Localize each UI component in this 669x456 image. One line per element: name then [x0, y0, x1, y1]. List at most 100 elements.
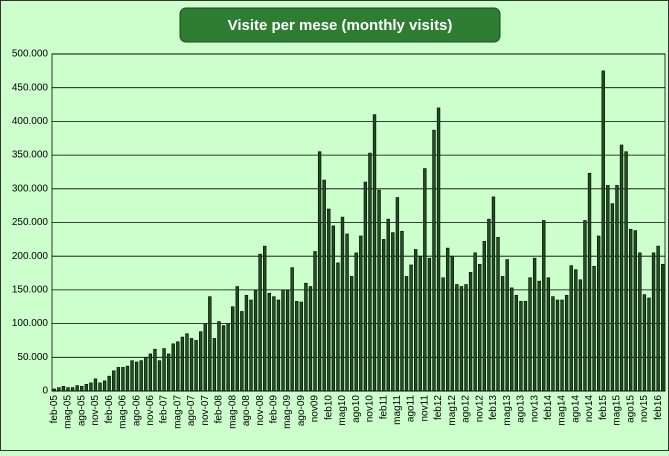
bar [272, 296, 276, 392]
bar [240, 311, 244, 392]
bar [189, 338, 194, 392]
x-tick-label: feb14 [543, 395, 554, 420]
bar [542, 220, 546, 392]
bar [441, 277, 445, 392]
bar [121, 367, 125, 392]
bar [217, 321, 221, 392]
bar [436, 107, 441, 392]
x-tick-label: mag12 [447, 395, 458, 426]
x-tick-label: feb15 [598, 395, 609, 420]
bar [290, 267, 294, 392]
y-tick-label: 450.000 [12, 82, 49, 93]
bar [510, 287, 514, 392]
bar [285, 289, 290, 392]
bar [491, 196, 496, 392]
bar [327, 208, 331, 392]
bar [368, 152, 372, 392]
x-tick-label: feb11 [378, 395, 389, 420]
y-tick-label: 0 [42, 386, 48, 397]
x-tick-label: ago15 [625, 395, 636, 423]
bar [166, 353, 171, 392]
bar [537, 280, 541, 392]
bar [349, 276, 354, 392]
x-tick-label: mag-05 [63, 395, 74, 429]
x-tick-label: nov15 [639, 395, 650, 423]
x-tick-label: mag-09 [282, 395, 293, 429]
bar [84, 383, 88, 392]
bar [372, 114, 377, 392]
bar [249, 299, 253, 392]
x-tick-label: ago-08 [241, 395, 252, 427]
bar [112, 370, 116, 392]
x-tick-label: ago12 [461, 395, 472, 423]
bar [57, 387, 61, 392]
x-tick-label: feb16 [653, 395, 664, 420]
x-tick-label: mag11 [392, 395, 403, 425]
x-tick-label: nov-08 [255, 395, 266, 426]
bar [523, 301, 528, 392]
bar [139, 360, 143, 392]
bar [560, 299, 564, 392]
x-tick-label: feb10 [323, 395, 334, 420]
bar [532, 257, 537, 392]
bar [619, 144, 624, 392]
bar [313, 251, 317, 392]
bar [180, 336, 185, 392]
x-tick-label: ago-07 [186, 395, 197, 427]
bar [276, 299, 281, 392]
title-box [179, 7, 501, 43]
bar [661, 263, 665, 392]
bar [212, 338, 217, 392]
bar [281, 289, 285, 392]
bar [148, 353, 153, 392]
bar [468, 272, 473, 392]
bar [642, 294, 647, 392]
x-tick-label: feb-07 [159, 395, 170, 424]
bar [409, 264, 413, 392]
x-tick-label: nov13 [529, 395, 540, 423]
x-tick-label: ago11 [406, 395, 417, 423]
y-tick-label: 300.000 [12, 183, 49, 194]
bar [414, 249, 418, 392]
bar [400, 230, 404, 392]
bar [208, 296, 212, 392]
x-tick-label: feb-09 [269, 395, 280, 424]
x-tick-label: feb12 [433, 395, 444, 420]
x-tick-label: ago14 [570, 395, 581, 423]
x-tick-label: feb13 [488, 395, 499, 420]
bar [624, 151, 628, 392]
x-tick-label: nov11 [419, 395, 430, 422]
bar [116, 367, 121, 392]
bar [331, 225, 336, 392]
bar [107, 375, 111, 392]
x-tick-label: ago-06 [131, 395, 142, 427]
y-tick-label: 150.000 [12, 285, 49, 296]
y-tick-label: 500.000 [12, 49, 49, 60]
bar [322, 179, 326, 392]
bar [615, 185, 619, 392]
bar [61, 385, 66, 392]
bar [601, 70, 605, 392]
x-tick-label: nov10 [365, 395, 376, 423]
bar [134, 361, 139, 392]
bar [519, 301, 523, 392]
x-tick-label: mag-08 [227, 395, 238, 429]
x-tick-label: nov-05 [90, 395, 101, 426]
bar [656, 245, 660, 392]
bar [551, 296, 555, 392]
x-tick-label: nov-07 [200, 395, 211, 426]
bar [308, 286, 313, 392]
bar [176, 341, 180, 392]
chart-title: Visite per mese (monthly visits) [228, 17, 453, 34]
x-tick-label: ago-05 [76, 395, 87, 427]
bar [295, 301, 299, 392]
bar [473, 252, 477, 392]
y-tick-label: 50.000 [17, 352, 48, 363]
x-tick-label: mag-07 [172, 395, 183, 429]
bar [633, 230, 637, 392]
bar [381, 239, 386, 392]
bar [386, 218, 390, 392]
bar [153, 348, 157, 392]
bar [75, 385, 79, 392]
y-tick-label: 350.000 [12, 150, 49, 161]
